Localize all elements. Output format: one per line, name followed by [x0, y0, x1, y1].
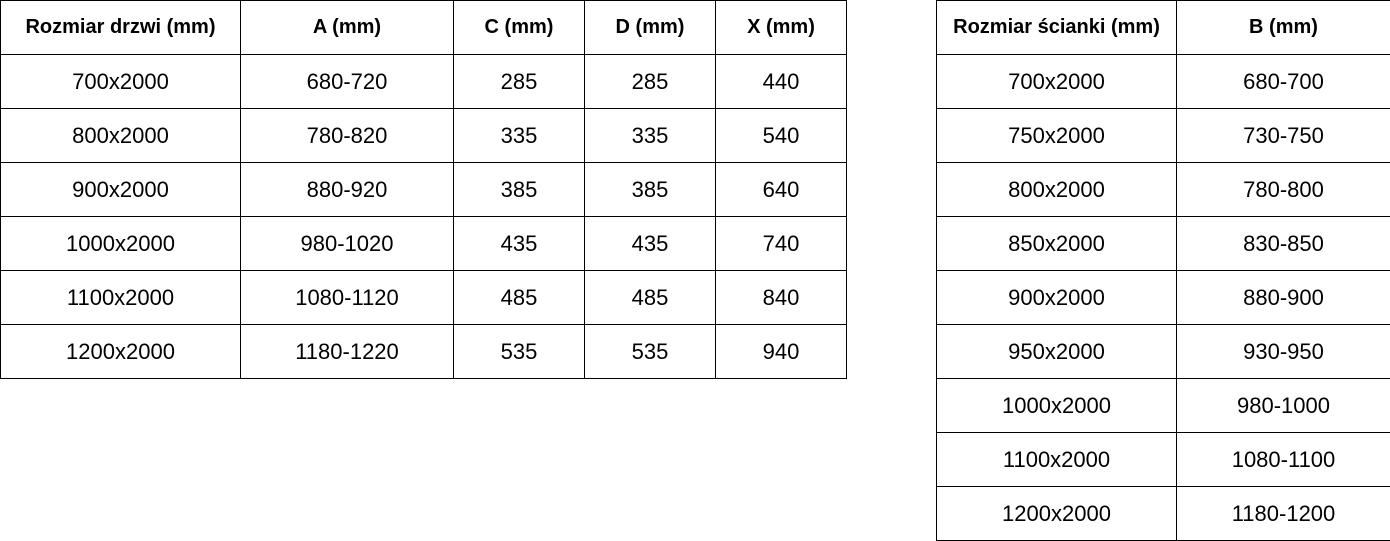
table-cell: 335 [453, 108, 585, 163]
table-cell: 950x2000 [936, 324, 1177, 379]
table-row: 750x2000 730-750 [936, 108, 1390, 163]
door-size-table: Rozmiar drzwi (mm) A (mm) C (mm) D (mm) X (m… [0, 0, 847, 379]
column-header: C (mm) [453, 0, 585, 55]
table-cell: 535 [453, 324, 585, 379]
table-cell: 880-920 [240, 162, 454, 217]
table-cell: 880-900 [1176, 270, 1390, 325]
table-cell: 900x2000 [0, 162, 241, 217]
table-cell: 1000x2000 [0, 216, 241, 271]
table-row: 1000x2000 980-1020 435 435 740 [0, 216, 847, 271]
wall-size-table: Rozmiar ścianki (mm) B (mm) 700x2000 680-7… [936, 0, 1390, 541]
table-cell: 385 [453, 162, 585, 217]
table-cell: 540 [715, 108, 847, 163]
table-cell: 800x2000 [0, 108, 241, 163]
table-cell: 1080-1120 [240, 270, 454, 325]
table-row: 700x2000 680-720 285 285 440 [0, 54, 847, 109]
table-row: 1100x2000 1080-1120 485 485 840 [0, 270, 847, 325]
table-cell: 435 [453, 216, 585, 271]
table-cell: 700x2000 [0, 54, 241, 109]
table-cell: 980-1000 [1176, 378, 1390, 433]
table-cell: 1200x2000 [0, 324, 241, 379]
table-cell: 900x2000 [936, 270, 1177, 325]
table-row: 950x2000 930-950 [936, 324, 1390, 379]
table-cell: 485 [453, 270, 585, 325]
table-row: 1100x2000 1080-1100 [936, 432, 1390, 487]
table-cell: 335 [584, 108, 716, 163]
table-cell: 740 [715, 216, 847, 271]
table-cell: 285 [584, 54, 716, 109]
table-row: 900x2000 880-920 385 385 640 [0, 162, 847, 217]
table-cell: 940 [715, 324, 847, 379]
table-cell: 285 [453, 54, 585, 109]
table-cell: 840 [715, 270, 847, 325]
table-cell: 485 [584, 270, 716, 325]
table-cell: 750x2000 [936, 108, 1177, 163]
table-cell: 730-750 [1176, 108, 1390, 163]
column-header: Rozmiar ścianki (mm) [936, 0, 1177, 55]
column-header: X (mm) [715, 0, 847, 55]
column-header: B (mm) [1176, 0, 1390, 55]
column-header: Rozmiar drzwi (mm) [0, 0, 241, 55]
column-header: D (mm) [584, 0, 716, 55]
table-row: 850x2000 830-850 [936, 216, 1390, 271]
table-row: 900x2000 880-900 [936, 270, 1390, 325]
table-cell: 1100x2000 [0, 270, 241, 325]
table-cell: 1080-1100 [1176, 432, 1390, 487]
table-cell: 930-950 [1176, 324, 1390, 379]
table-cell: 830-850 [1176, 216, 1390, 271]
table-header-row: Rozmiar ścianki (mm) B (mm) [936, 0, 1390, 55]
table-cell: 640 [715, 162, 847, 217]
table-cell: 1200x2000 [936, 486, 1177, 541]
table-cell: 800x2000 [936, 162, 1177, 217]
table-cell: 850x2000 [936, 216, 1177, 271]
table-cell: 780-800 [1176, 162, 1390, 217]
table-cell: 440 [715, 54, 847, 109]
table-cell: 700x2000 [936, 54, 1177, 109]
table-cell: 535 [584, 324, 716, 379]
table-cell: 1000x2000 [936, 378, 1177, 433]
table-cell: 780-820 [240, 108, 454, 163]
table-cell: 385 [584, 162, 716, 217]
table-header-row: Rozmiar drzwi (mm) A (mm) C (mm) D (mm) X (m… [0, 0, 847, 55]
table-cell: 680-700 [1176, 54, 1390, 109]
column-header: A (mm) [240, 0, 454, 55]
table-row: 1000x2000 980-1000 [936, 378, 1390, 433]
table-cell: 980-1020 [240, 216, 454, 271]
table-cell: 1180-1200 [1176, 486, 1390, 541]
table-row: 800x2000 780-820 335 335 540 [0, 108, 847, 163]
table-cell: 1100x2000 [936, 432, 1177, 487]
table-row: 800x2000 780-800 [936, 162, 1390, 217]
table-cell: 435 [584, 216, 716, 271]
table-cell: 680-720 [240, 54, 454, 109]
table-row: 1200x2000 1180-1220 535 535 940 [0, 324, 847, 379]
table-cell: 1180-1220 [240, 324, 454, 379]
table-row: 700x2000 680-700 [936, 54, 1390, 109]
table-row: 1200x2000 1180-1200 [936, 486, 1390, 541]
